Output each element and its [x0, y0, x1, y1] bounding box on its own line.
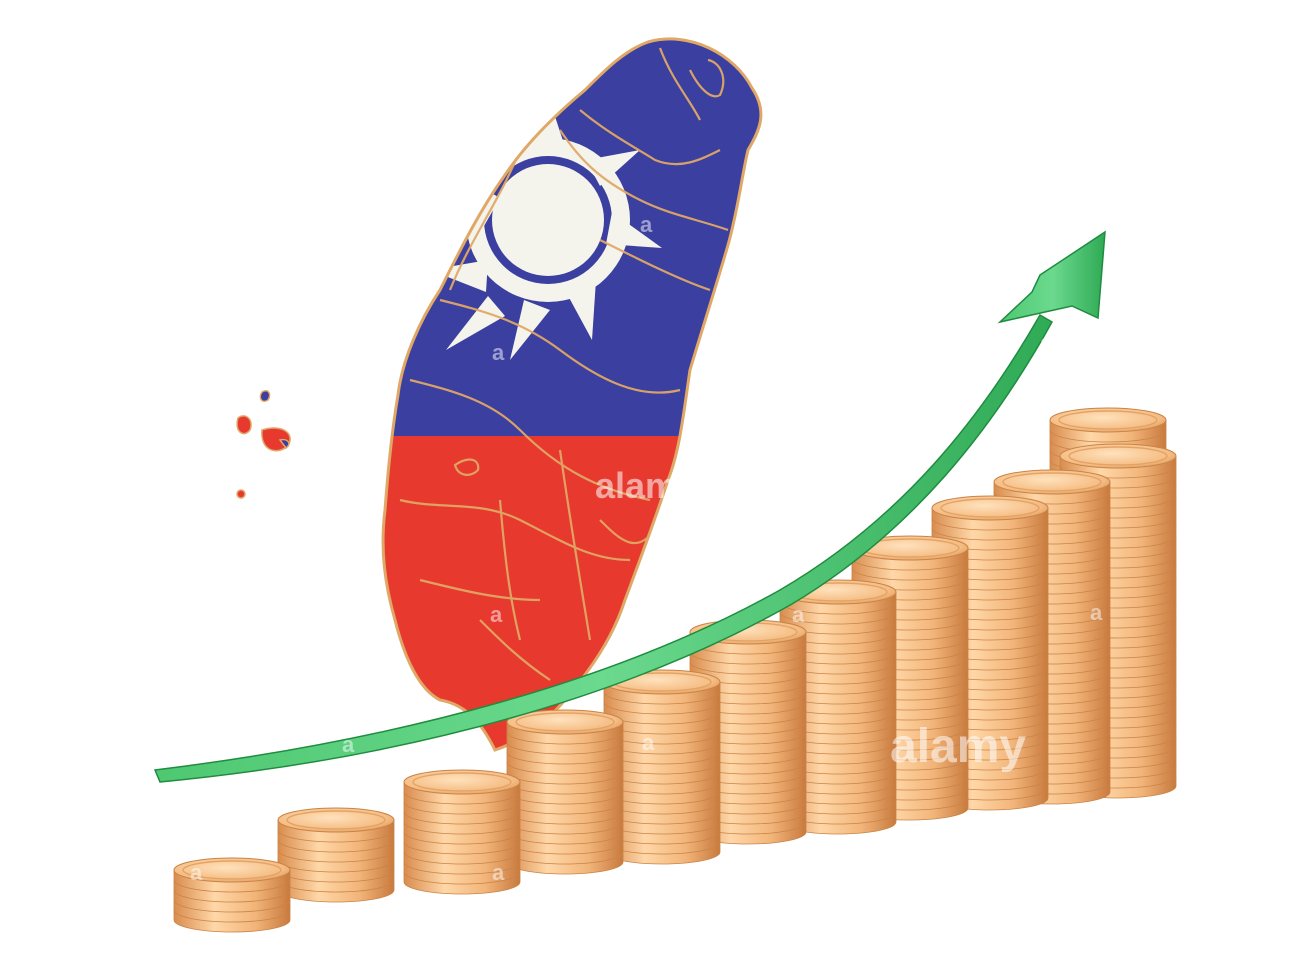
coin-top-rim: [940, 498, 1040, 518]
watermark-glyph: a: [642, 730, 655, 755]
coin-stack: [277, 807, 395, 903]
growth-arrow: [153, 230, 1106, 783]
watermark-glyph: a: [190, 860, 203, 885]
coin-top-rim: [1058, 410, 1158, 430]
watermark-glyph: a: [492, 860, 505, 885]
coin-stack: [603, 669, 721, 865]
watermark-glyph: a: [490, 602, 503, 627]
watermarks: alamy alam a a a a a a a a a a a: [190, 212, 1103, 885]
island-outline: [381, 37, 763, 752]
watermark-glyph: a: [1090, 600, 1103, 625]
coin-top: [1059, 443, 1177, 469]
coin-top: [173, 857, 291, 883]
coin-stack: [173, 857, 291, 933]
coin-top-rim: [182, 860, 282, 880]
watermark-glyph: a: [792, 860, 805, 885]
coin-top: [403, 769, 521, 795]
coin-top-rim: [1068, 446, 1168, 466]
coin-stack: [506, 709, 624, 875]
coin-top: [506, 709, 624, 735]
arrow-head: [997, 230, 1106, 324]
coin-top-rim: [515, 712, 615, 732]
coin-top: [931, 495, 1049, 521]
watermark-glyph: a: [640, 212, 653, 237]
watermark-glyph: a: [492, 340, 505, 365]
outlying-islands: [236, 389, 291, 499]
coin-top-rim: [412, 772, 512, 792]
watermark-main: alamy: [890, 720, 1026, 773]
watermark-glyph: a: [342, 732, 355, 757]
coin-stack: [403, 769, 521, 895]
coin-top-rim: [286, 810, 386, 830]
coin-top: [993, 469, 1111, 495]
coin-top-rim: [1002, 472, 1102, 492]
coin-top: [1049, 407, 1167, 433]
coin-stacks: [173, 407, 1177, 933]
county-borders: [399, 47, 729, 681]
watermark-glyph: a: [792, 602, 805, 627]
watermark-island: alam: [595, 465, 677, 506]
watermark-glyph: a: [1040, 330, 1053, 355]
coin-top: [277, 807, 395, 833]
